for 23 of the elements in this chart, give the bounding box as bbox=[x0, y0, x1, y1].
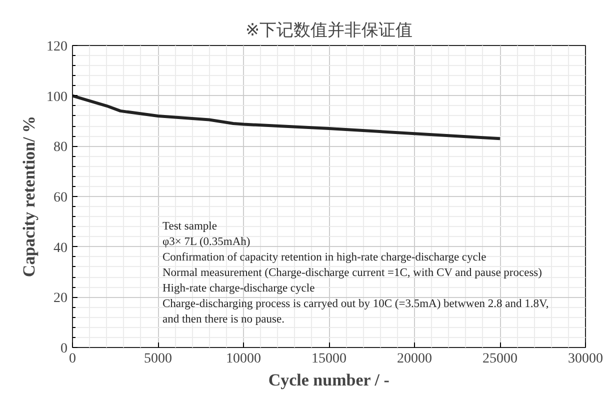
chart-title: ※下记数值并非保证值 bbox=[245, 20, 413, 40]
x-tick-label: 20000 bbox=[397, 352, 432, 366]
x-tick-label: 25000 bbox=[482, 352, 518, 366]
y-tick-label: 80 bbox=[54, 140, 68, 156]
y-tick-label: 0 bbox=[60, 342, 68, 356]
y-tick-label: 100 bbox=[46, 90, 68, 105]
x-tick-label: 5000 bbox=[144, 352, 172, 366]
y-tick-label: 40 bbox=[54, 240, 68, 256]
y-tick-label: 120 bbox=[46, 40, 68, 54]
annotation: Charge-discharging process is carryed out by 10C (=3.5mA) betwwen 2.8 and 1.8V, bbox=[162, 298, 549, 310]
y-tick-label: 20 bbox=[54, 291, 68, 306]
annotation: φ3× 7L (0.35mAh) bbox=[162, 236, 250, 248]
x-tick-label: 10000 bbox=[226, 352, 261, 366]
annotation: Confirmation of capacity retention in high-rate charge-discharge cycle bbox=[162, 252, 486, 264]
annotation: High-rate charge-discharge cycle bbox=[162, 282, 315, 294]
y-tick-label: 60 bbox=[54, 190, 68, 206]
x-axis-title: Cycle number / - bbox=[268, 370, 390, 390]
x-tick-label: 30000 bbox=[568, 352, 603, 366]
annotation: Test sample bbox=[162, 220, 217, 232]
annotation: Normal measurement (Charge-discharge current =1C, with CV and pause process) bbox=[162, 267, 542, 279]
x-tick-label: 15000 bbox=[312, 352, 346, 366]
annotation: and then there is no pause. bbox=[162, 314, 285, 326]
y-axis-title: Capacity retention/ % bbox=[20, 116, 38, 278]
